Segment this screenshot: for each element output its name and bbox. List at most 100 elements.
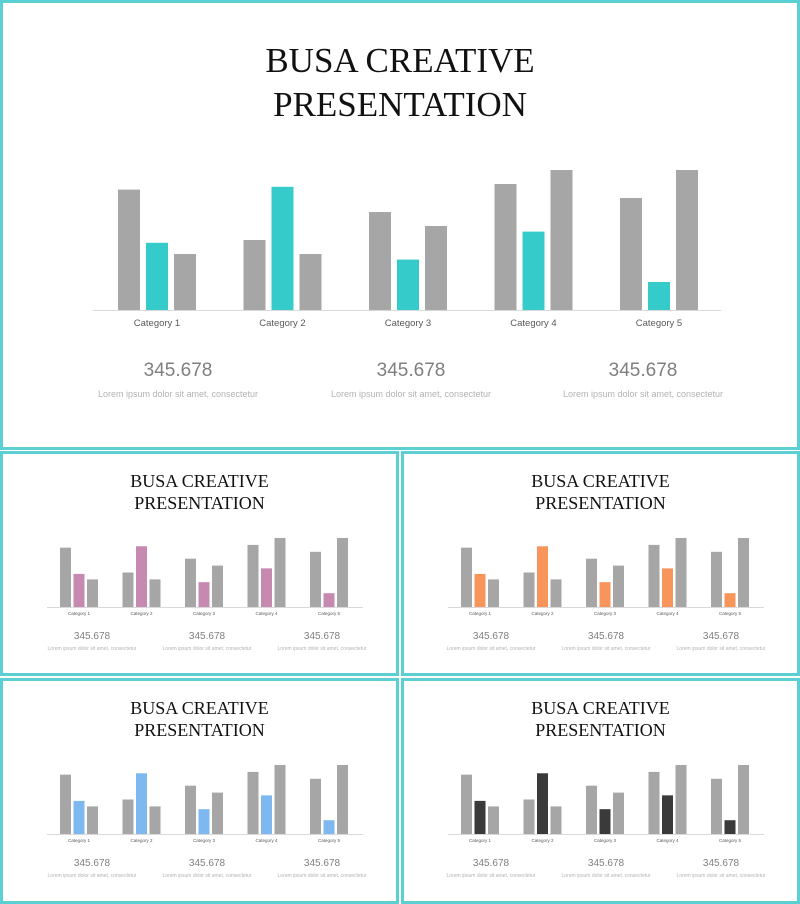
stat-value: 345.678 (303, 631, 341, 642)
category-label: Category 5 (719, 611, 742, 616)
stat-block-1: 345.678 Lorem ipsum dolor sit amet, cons… (431, 630, 551, 653)
bar-chart: Category 1 Category 2 Category 3 Category 4… (47, 765, 363, 843)
bar-4-series-1 (648, 771, 660, 834)
bar-4-series-2 (662, 568, 673, 607)
bar-3-series-3 (613, 565, 624, 607)
thumbnail-slide-orange: BUSA CREATIVE PRESENTATION Category 1 Cat… (401, 451, 800, 676)
bar-1-series-1 (60, 774, 71, 834)
bar-3-series-3 (613, 792, 624, 834)
bar-2-series-2 (537, 546, 548, 607)
stat-caption: Lorem ipsum dolor sit amet, consectetur (676, 873, 766, 879)
category-label: Category 3 (594, 838, 617, 843)
stat-block-3: 345.678 Lorem ipsum dolor sit amet, cons… (262, 630, 382, 653)
stat-caption: Lorem ipsum dolor sit amet, consectetur (446, 873, 536, 879)
stat-block-1: 345.678 Lorem ipsum dolor sit amet, cons… (58, 359, 298, 401)
bar-3-series-2 (198, 809, 210, 834)
bar-1-series-1 (60, 547, 71, 607)
bar-2-series-3 (149, 806, 161, 834)
title-line-2: PRESENTATION (535, 493, 666, 513)
bar-1-series-3 (87, 579, 98, 607)
bar-4-series-3 (675, 538, 687, 607)
bar-2-series-3 (299, 254, 322, 310)
title-line-2: PRESENTATION (134, 720, 265, 740)
category-label: Category 3 (385, 318, 431, 329)
stat-value: 345.678 (608, 360, 678, 381)
category-label: Category 5 (318, 611, 341, 616)
bar-5-series-2 (323, 593, 335, 607)
category-label: Category 5 (318, 838, 341, 843)
category-label: Category 3 (193, 838, 216, 843)
bar-2-series-3 (550, 806, 562, 834)
category-label: Category 4 (255, 611, 278, 616)
slide-title: BUSA CREATIVE PRESENTATION (3, 470, 396, 514)
bar-2-series-1 (523, 572, 535, 607)
stat-caption: Lorem ipsum dolor sit amet, consectetur (162, 873, 252, 879)
stat-caption: Lorem ipsum dolor sit amet, consectetur (277, 646, 367, 652)
stat-caption: Lorem ipsum dolor sit amet, consectetur (561, 873, 651, 879)
stat-caption: Lorem ipsum dolor sit amet, consectetur (277, 873, 367, 879)
stat-value: 345.678 (587, 858, 625, 869)
bar-chart: Category 1 Category 2 Category 3 Category 4… (448, 765, 764, 843)
category-label: Category 4 (255, 838, 278, 843)
title-line-1: BUSA CREATIVE (130, 698, 269, 718)
title-line-2: PRESENTATION (134, 493, 265, 513)
bar-3-series-1 (185, 785, 196, 834)
stat-caption: Lorem ipsum dolor sit amet, consectetur (47, 646, 137, 652)
bar-1-series-1 (118, 189, 140, 310)
category-label: Category 3 (193, 611, 216, 616)
stat-block-3: 345.678 Lorem ipsum dolor sit amet, cons… (661, 857, 781, 880)
bar-2-series-1 (122, 799, 134, 834)
bar-5-series-3 (738, 538, 749, 607)
bar-4-series-2 (261, 568, 272, 607)
bar-3-series-1 (586, 785, 597, 834)
stat-caption: Lorem ipsum dolor sit amet, consectetur (47, 873, 137, 879)
bar-chart: Category 1 Category 2 Category 3 Category 4… (93, 170, 721, 329)
bar-4-series-3 (274, 765, 286, 834)
stat-value: 345.678 (188, 631, 226, 642)
stat-caption: Lorem ipsum dolor sit amet, consectetur (676, 646, 766, 652)
bar-4-series-1 (648, 544, 660, 607)
bar-4-series-2 (261, 795, 272, 834)
stat-block-2: 345.678 Lorem ipsum dolor sit amet, cons… (291, 359, 531, 401)
category-label: Category 2 (259, 318, 305, 329)
bar-4-series-2 (522, 231, 545, 310)
bar-2-series-1 (122, 572, 134, 607)
title-line-1: BUSA CREATIVE (531, 698, 670, 718)
bar-2-series-2 (136, 773, 147, 834)
category-label: Category 2 (130, 838, 153, 843)
bar-chart: Category 1 Category 2 Category 3 Category 4… (448, 538, 764, 616)
bar-3-series-3 (212, 565, 223, 607)
bar-2-series-1 (523, 799, 535, 834)
title-line-2: PRESENTATION (535, 720, 666, 740)
bar-chart: Category 1 Category 2 Category 3 Category 4… (47, 538, 363, 616)
title-line-1: BUSA CREATIVE (531, 471, 670, 491)
bar-5-series-3 (337, 765, 348, 834)
bar-1-series-2 (474, 800, 486, 834)
bar-2-series-3 (550, 579, 562, 607)
stat-caption: Lorem ipsum dolor sit amet, consectetur (446, 646, 536, 652)
category-label: Category 4 (656, 838, 679, 843)
bar-5-series-3 (337, 538, 348, 607)
bar-4-series-1 (247, 544, 259, 607)
bar-4-series-1 (494, 184, 517, 310)
bar-5-series-1 (310, 551, 321, 607)
bar-5-series-1 (620, 198, 642, 310)
bar-4-series-3 (550, 170, 573, 310)
stat-value: 345.678 (472, 858, 510, 869)
stat-caption: Lorem ipsum dolor sit amet, consectetur (561, 646, 651, 652)
bar-4-series-1 (247, 771, 259, 834)
stat-value: 345.678 (188, 858, 226, 869)
stat-block-2: 345.678 Lorem ipsum dolor sit amet, cons… (546, 857, 666, 880)
category-label: Category 4 (656, 611, 679, 616)
bar-5-series-1 (711, 551, 722, 607)
stat-block-3: 345.678 Lorem ipsum dolor sit amet, cons… (262, 857, 382, 880)
bar-5-series-2 (724, 820, 736, 834)
stat-caption: Lorem ipsum dolor sit amet, consectetur (562, 389, 724, 399)
category-label: Category 1 (68, 611, 91, 616)
title-line-1: BUSA CREATIVE (130, 471, 269, 491)
category-label: Category 1 (134, 318, 180, 329)
slide-title: BUSA CREATIVE PRESENTATION (3, 39, 797, 127)
stat-value: 345.678 (472, 631, 510, 642)
stat-value: 345.678 (376, 360, 446, 381)
title-line-1: BUSA CREATIVE (265, 41, 535, 80)
